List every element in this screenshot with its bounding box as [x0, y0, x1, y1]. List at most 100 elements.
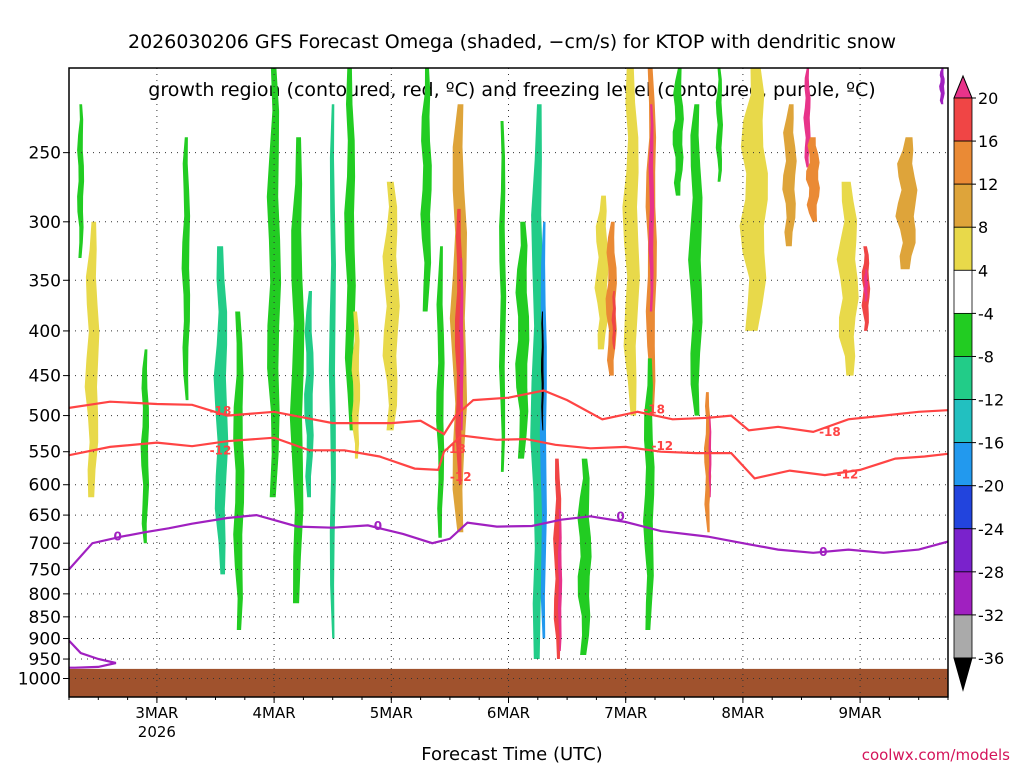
colorbar-label: -8 [978, 347, 994, 366]
omega-cell [382, 181, 400, 431]
colorbar-label: 4 [978, 261, 988, 280]
omega-cell [289, 137, 305, 604]
contour-label: -12 [837, 467, 859, 481]
omega-cell [648, 104, 655, 312]
y-tick-label: 1000 [18, 669, 61, 689]
omega-cell [594, 195, 610, 350]
omega-cell [515, 221, 530, 459]
omega-cell [715, 68, 723, 182]
omega-cell [84, 221, 100, 498]
omega-cell [459, 258, 464, 431]
contour-label: 0 [616, 509, 624, 523]
omega-cell [328, 104, 336, 639]
colorbar-label: -4 [978, 304, 994, 323]
contour-label: -12 [651, 439, 673, 453]
colorbar-swatch [953, 442, 973, 487]
y-tick-label: 500 [29, 407, 61, 427]
omega-cell [530, 104, 545, 659]
colorbar-label: -28 [978, 563, 1004, 582]
omega-cell [782, 104, 797, 247]
y-tick-label: 950 [29, 650, 61, 670]
y-tick-label: 650 [29, 506, 61, 526]
x-tick-label: 8MAR [721, 704, 764, 722]
chart-title: 2026030206 GFS Forecast Omega (shaded, −… [0, 6, 1024, 126]
omega-cell [708, 415, 712, 498]
axes: 2503003504004505005506006507007508008509… [18, 67, 949, 741]
contour-line-0C [69, 513, 948, 571]
omega-cell [611, 291, 616, 350]
y-tick-label: 250 [29, 144, 61, 164]
omega-cell [351, 311, 361, 459]
colorbar: 20 16 12 8 4 -4 -8 -12 -16 -20 -24 -28 -32 -36 [953, 74, 1004, 692]
y-tick-label: 300 [29, 213, 61, 233]
y-tick-label: 900 [29, 630, 61, 650]
colorbar-swatch [953, 356, 973, 400]
omega-cell [895, 137, 918, 270]
contour-label: -18 [643, 402, 665, 416]
colorbar-label: -12 [978, 391, 1004, 410]
colorbar-swatch [953, 571, 973, 616]
y-tick-label: 850 [29, 608, 61, 628]
omega-cell [836, 181, 859, 376]
omega-cell [213, 246, 229, 575]
colorbar-swatch [953, 97, 973, 142]
colorbar-label: -32 [978, 606, 1004, 625]
contour-label: -12 [210, 443, 232, 457]
colorbar-swatch [953, 226, 973, 271]
omega-cell [557, 509, 563, 651]
colorbar-label: -20 [978, 477, 1004, 496]
omega-cell [688, 104, 703, 416]
x-tick-label: 4MAR [253, 704, 296, 722]
colorbar-swatch [953, 399, 973, 444]
omega-cell [863, 269, 868, 302]
y-tick-label: 400 [29, 322, 61, 342]
omega-cell [344, 68, 356, 431]
omega-cell [577, 458, 592, 655]
y-tick-label: 600 [29, 476, 61, 496]
x-axis-label: Forecast Time (UTC) [421, 744, 603, 765]
colorbar-label: 12 [978, 175, 998, 194]
y-tick-label: 750 [29, 560, 61, 580]
contour-label: 0 [374, 519, 382, 533]
omega-cell [672, 68, 684, 196]
colorbar-swatch [953, 614, 973, 659]
grid-lines [69, 68, 948, 697]
x-tick-label: 5MAR [370, 704, 413, 722]
contour-label: 0 [114, 530, 122, 544]
colorbar-swatch [953, 528, 973, 573]
contour-label: -18 [210, 404, 232, 418]
y-tick-label: 700 [29, 534, 61, 554]
omega-cell [704, 392, 712, 533]
omega-cell [622, 68, 640, 416]
colorbar-swatch [953, 269, 973, 314]
omega-cell [939, 68, 945, 105]
omega-cell [541, 311, 544, 431]
colorbar-label: -24 [978, 520, 1004, 539]
omega-cell [605, 221, 617, 376]
omega-cell [739, 68, 768, 331]
colorbar-swatch [953, 485, 973, 530]
y-tick-label: 450 [29, 367, 61, 387]
credit-link[interactable]: coolwx.com/models [861, 746, 1010, 764]
colorbar-top-arrow [953, 74, 973, 99]
colorbar-label: -16 [978, 434, 1004, 453]
colorbar-label: 16 [978, 132, 998, 151]
colorbar-swatch [953, 140, 973, 185]
omega-cell [140, 349, 150, 544]
omega-cell [499, 121, 507, 472]
x-tick-label: 3MAR [135, 704, 178, 722]
contour-label: -18 [819, 425, 841, 439]
omega-shading [77, 68, 945, 659]
x-tick-label: 7MAR [604, 704, 647, 722]
colorbar-swatch [953, 312, 973, 357]
chart-title-line1: 2026030206 GFS Forecast Omega (shaded, −… [127, 31, 896, 53]
omega-cell [420, 68, 432, 312]
omega-cell [181, 137, 191, 401]
x-tick-sublabel: 2026 [138, 723, 176, 741]
omega-cell [436, 246, 445, 538]
omega-cell [266, 68, 282, 498]
contour-line--18C [69, 389, 948, 436]
x-tick-label: 6MAR [487, 704, 530, 722]
